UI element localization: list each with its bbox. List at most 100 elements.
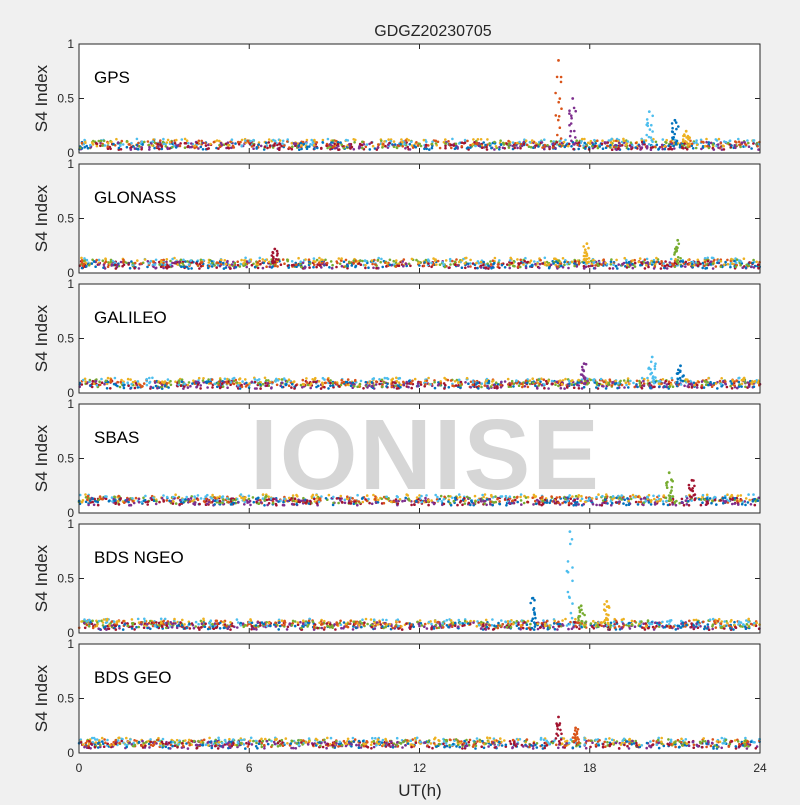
data-point — [667, 504, 670, 507]
data-point — [441, 261, 444, 264]
data-point — [371, 263, 374, 266]
data-point — [729, 266, 732, 269]
data-point — [500, 619, 503, 622]
data-point — [283, 144, 286, 147]
data-point — [302, 499, 305, 502]
data-point — [81, 142, 84, 145]
spike-point — [647, 125, 650, 128]
data-point — [705, 141, 708, 144]
data-point — [193, 495, 196, 498]
data-point — [182, 501, 185, 504]
data-point — [275, 379, 278, 382]
data-point — [526, 261, 529, 264]
data-point — [288, 384, 291, 387]
data-point — [362, 387, 365, 390]
spike-point — [668, 494, 671, 497]
data-point — [113, 500, 116, 503]
data-point — [577, 148, 580, 151]
data-point — [98, 140, 101, 143]
data-point — [318, 257, 321, 260]
data-point — [623, 139, 626, 142]
data-point — [522, 263, 525, 266]
data-point — [308, 258, 311, 261]
data-point — [505, 504, 508, 507]
data-point — [712, 257, 715, 260]
spike-point — [687, 135, 690, 138]
data-point — [704, 145, 707, 148]
data-point — [562, 257, 565, 260]
data-point — [318, 264, 321, 267]
data-point — [111, 263, 114, 266]
data-point — [469, 146, 472, 149]
data-point — [311, 495, 314, 498]
data-point — [82, 499, 85, 502]
data-point — [409, 148, 412, 151]
data-point — [176, 263, 179, 266]
data-point — [482, 141, 485, 144]
data-point — [184, 138, 187, 141]
data-point — [570, 145, 573, 148]
data-point — [455, 258, 458, 261]
data-point — [453, 144, 456, 147]
data-point — [493, 386, 496, 389]
data-point — [347, 384, 350, 387]
data-point — [547, 380, 550, 383]
spike-point — [560, 107, 563, 110]
data-point — [290, 386, 293, 389]
data-point — [199, 384, 202, 387]
data-point — [361, 497, 364, 500]
data-point — [518, 384, 521, 387]
y-tick-label: 1 — [67, 157, 74, 171]
data-point — [81, 259, 84, 262]
data-point — [444, 384, 447, 387]
data-point — [740, 385, 743, 388]
data-point — [109, 387, 112, 390]
data-point — [605, 141, 608, 144]
data-point — [753, 385, 756, 388]
data-point — [669, 261, 672, 264]
data-point — [294, 497, 297, 500]
data-point — [260, 501, 263, 504]
data-point — [648, 501, 651, 504]
data-point — [544, 264, 547, 267]
data-point — [200, 497, 203, 500]
data-point — [234, 262, 237, 265]
data-point — [415, 141, 418, 144]
data-point — [508, 264, 511, 267]
data-point — [132, 262, 135, 265]
data-point — [188, 381, 191, 384]
data-point — [146, 266, 149, 269]
data-point — [240, 263, 243, 266]
data-point — [237, 264, 240, 267]
data-point — [130, 142, 133, 145]
data-point — [751, 262, 754, 265]
spike-point — [645, 134, 648, 137]
data-point — [301, 386, 304, 389]
data-point — [272, 502, 275, 505]
data-point — [550, 495, 553, 498]
data-point — [430, 499, 433, 502]
data-point — [443, 496, 446, 499]
data-point — [610, 141, 613, 144]
data-point — [666, 267, 669, 270]
data-point — [341, 501, 344, 504]
data-point — [627, 500, 630, 503]
data-point — [508, 146, 511, 149]
data-point — [556, 141, 559, 144]
data-point — [471, 501, 474, 504]
data-point — [672, 145, 675, 148]
data-point — [290, 497, 293, 500]
data-point — [408, 380, 411, 383]
data-point — [628, 503, 631, 506]
data-point — [625, 504, 628, 507]
data-point — [626, 264, 629, 267]
data-point — [548, 146, 551, 149]
data-point — [120, 148, 123, 151]
data-point — [627, 386, 630, 389]
data-point — [730, 144, 733, 147]
data-point — [189, 500, 192, 503]
data-point — [228, 147, 231, 150]
data-point — [252, 139, 255, 142]
